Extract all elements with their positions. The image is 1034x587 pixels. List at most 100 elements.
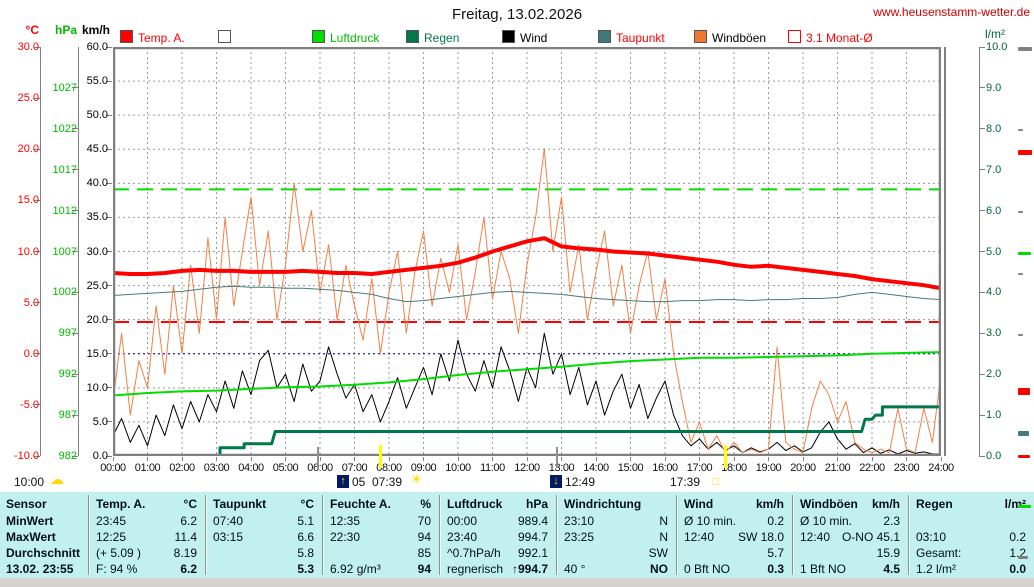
axis-label-pressure: 1027 [52,81,77,94]
axis-tick-wind [106,421,112,423]
table-cell-value: 5.3 [297,562,314,576]
table-cell-value: O-NO 45.1 [841,530,900,544]
x-axis-label: 03:00 [203,462,230,474]
table-col-header: Windrichtung [564,497,642,511]
moonset-tick [556,447,558,468]
x-axis-tick [561,457,562,461]
table-cell-label: ^0.7hPa/h [447,546,501,560]
axis-label-wind: 15.0 [86,347,108,360]
website-link[interactable]: www.heusenstamm-wetter.de [873,5,1030,19]
axis-label-pressure: 1007 [52,245,77,258]
bottom-panel [0,578,1034,587]
axis-tick-rain [979,46,985,48]
axis-label-rain: 3.0 [986,327,1002,340]
axis-tick-pressure [72,169,78,171]
table-cell-value: 11.4 [174,530,197,544]
table-cell-label: 00:00 [447,514,478,528]
axis-tick-pressure [72,87,78,89]
series-taupunkt [112,285,942,303]
table-cell-value: 0.0 [1009,562,1026,576]
table-cell-value: 4.5 [883,562,900,576]
axis-tick-temp [34,199,40,201]
axis-label-rain: 8.0 [986,122,1002,135]
axis-label-pressure: 997 [58,327,77,340]
cloud-icon: ☁ [50,471,64,487]
axis-label-wind: 5.0 [92,415,108,428]
x-axis-tick [457,457,459,461]
axis-label-rain: 4.0 [986,286,1002,299]
x-axis-tick [664,457,666,461]
legend-item-regen: Regen [406,30,459,45]
axis-tick-pressure [72,414,78,416]
table-col-unit: °C [183,497,197,511]
x-axis-label: 11:00 [480,462,505,474]
table-cell-value: NO [650,562,668,576]
table-row-label: 13.02. 23:55 [6,562,74,576]
table-cell-value: 994.7 [517,530,548,544]
x-axis-tick [906,457,907,461]
table-cell-label: 12:35 [330,514,361,528]
table-cell-label: Gesamt: [916,546,962,560]
table-divider-hl [909,495,910,575]
table-divider [676,495,677,575]
x-axis-label: 23:00 [893,462,920,474]
axis-label-pressure: 1002 [52,286,77,299]
table-divider-hl [206,495,207,575]
table-col-unit: % [420,497,431,511]
table-cell-value: 6.6 [297,530,314,544]
x-axis-label: 01:00 [134,462,161,474]
table-cell-value: N [659,514,668,528]
axis-tick-wind [106,148,112,150]
table-divider [205,495,206,575]
table-cell-value: SW 18.0 [737,530,784,544]
table-cell-value: 1.2 [1009,546,1026,560]
axis-label-pressure: 992 [58,368,77,381]
table-col-header: Feuchte A. [330,497,391,511]
axis-tick-temp [34,46,40,48]
table-cell-value: 15.9 [876,546,900,560]
axis-line-pressure [78,47,79,456]
x-axis-tick [216,457,217,461]
x-axis-tick [871,457,873,461]
edge-mark [1018,150,1032,155]
table-cell-value: 8.19 [173,546,197,560]
legend-item-windb-en: Windböen [694,30,766,45]
x-axis-tick [733,457,735,461]
moonrise-tick [317,447,319,468]
legend-swatch-icon [406,30,419,43]
table-cell-label: 23:25 [564,530,595,544]
x-axis-label: 13:00 [548,462,575,474]
series-windb-en [112,148,942,454]
table-divider-hl [677,495,678,575]
series-luftdruck [112,351,942,397]
axis-tick-rain [979,169,985,171]
legend-item-label: Luftdruck [330,31,380,45]
axis-label-wind: 60.0 [86,41,108,53]
axis-tick-wind [106,455,112,457]
legend-item-label: 3.1 Monat-Ø [806,31,873,45]
axis-tick-wind [106,182,112,184]
axis-tick-wind [106,114,112,116]
x-axis-label: 04:00 [238,462,264,474]
legend-item-label: Wind [520,31,548,45]
table-divider [556,495,557,575]
axis-tick-rain [979,210,985,212]
plot-right-double-border [944,47,946,456]
legend-swatch-icon [312,30,325,43]
axis-label-wind: 35.0 [86,211,108,224]
x-axis-tick [526,457,528,461]
table-cell-value: N [659,530,668,544]
axis-tick-temp [34,302,40,304]
axis-tick-temp [34,97,40,99]
table-cell-value: 0.2 [1009,530,1026,544]
axis-tick-pressure [72,210,78,212]
table-cell-label: 12:40 [684,530,715,544]
table-cell-value: 85 [417,546,431,560]
table-divider-hl [440,495,441,575]
axis-tick-pressure [72,332,78,334]
axis-label-wind: 55.0 [86,75,108,88]
axis-label-temp: -5.0 [20,398,39,411]
legend-item-3-1-monat-: 3.1 Monat-Ø [788,30,873,45]
axis-tick-rain [979,373,985,375]
